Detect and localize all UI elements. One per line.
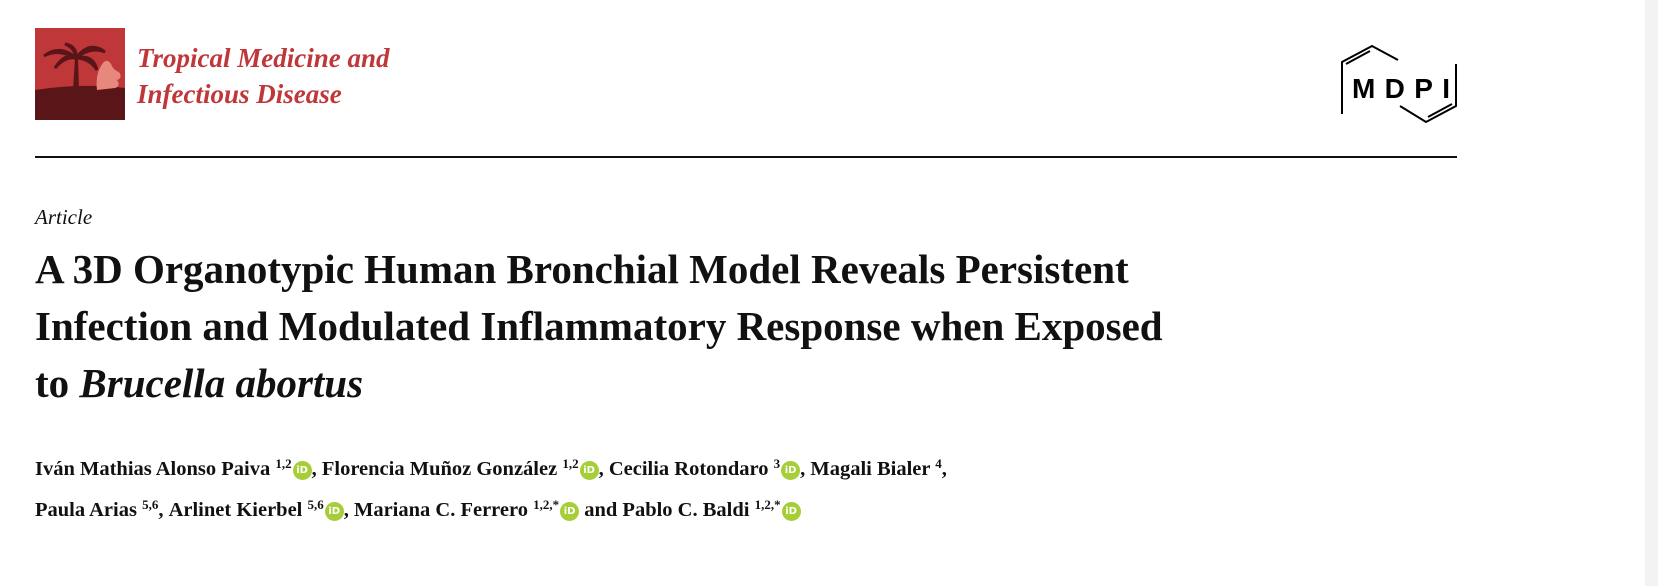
article-type: Article (35, 205, 93, 229)
author-affiliation: 1,2,* (533, 497, 560, 512)
article-title: A 3D Organotypic Human Bronchial Model R… (35, 241, 1163, 412)
author-separator: , (343, 499, 354, 521)
mdpi-logo: MDPI (1341, 44, 1457, 124)
author-affiliation: 5,6 (142, 497, 159, 512)
mdpi-logo-text: MDPI (1352, 73, 1450, 104)
author-name: Arlinet Kierbel (168, 499, 308, 521)
author-affiliation: 4 (935, 456, 942, 471)
author-affiliation: 1,2 (562, 456, 579, 471)
title-line-1: A 3D Organotypic Human Bronchial Model R… (35, 246, 1129, 292)
header-divider (35, 156, 1457, 158)
author-affiliation: 1,2,* (754, 497, 781, 512)
orcid-icon[interactable]: iD (579, 461, 599, 480)
author-affiliation: 5,6 (307, 497, 324, 512)
author-name: Florencia Muñoz González (321, 458, 563, 480)
author-line-1: Iván Mathias Alonso Paiva 1,2 iD, Florenc… (35, 446, 947, 487)
author-affiliation: 3 (773, 456, 781, 471)
orcid-icon[interactable]: iD (560, 502, 580, 521)
author-separator: , (311, 458, 322, 480)
author-name: Iván Mathias Alonso Paiva (35, 458, 276, 480)
journal-logo-palm-icon (35, 28, 125, 120)
author-name: Cecilia Rotondaro (608, 458, 774, 480)
author-line-2: Paula Arias 5,6, Arlinet Kierbel 5,6 iD, … (35, 487, 947, 528)
author-list: Iván Mathias Alonso Paiva 1,2 iD, Florenc… (35, 446, 947, 528)
author-separator: , (941, 458, 947, 480)
title-species: Brucella abortus (79, 360, 364, 406)
page-margin (1645, 0, 1658, 586)
journal-name: Tropical Medicine and Infectious Disease (137, 40, 389, 112)
author-name: Magali Bialer (810, 458, 936, 480)
orcid-icon[interactable]: iD (324, 502, 344, 521)
title-text: to (35, 360, 80, 406)
author-separator: , (158, 499, 169, 521)
title-line-3: to Brucella abortus (35, 355, 1163, 412)
author-name: Paula Arias (35, 499, 143, 521)
title-line-2: Infection and Modulated Inflammatory Res… (35, 303, 1163, 349)
author-name: Pablo C. Baldi (622, 499, 755, 521)
journal-name-line2: Infectious Disease (137, 79, 342, 109)
orcid-icon[interactable]: iD (781, 461, 801, 480)
orcid-icon[interactable]: iD (781, 502, 801, 521)
author-separator: and (579, 499, 623, 521)
author-name: Mariana C. Ferrero (353, 499, 534, 521)
author-separator: , (800, 458, 811, 480)
orcid-icon[interactable]: iD (292, 461, 312, 480)
author-affiliation: 1,2 (275, 456, 292, 471)
journal-name-line1: Tropical Medicine and (137, 43, 390, 73)
author-separator: , (598, 458, 609, 480)
